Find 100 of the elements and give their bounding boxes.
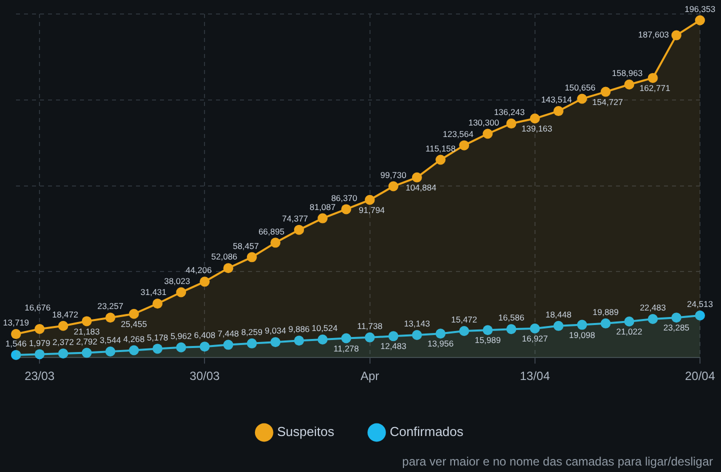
- point: [436, 328, 446, 339]
- data-label: 5,178: [146, 332, 168, 342]
- point: [600, 86, 611, 97]
- point: [506, 118, 516, 129]
- x-tick-label: Apr: [360, 369, 380, 384]
- point: [671, 312, 682, 323]
- point: [294, 224, 304, 235]
- point: [270, 238, 280, 248]
- data-label: 15,472: [451, 314, 478, 325]
- point: [82, 348, 92, 358]
- data-label: 21,022: [616, 326, 642, 337]
- data-label: 150,656: [564, 82, 596, 92]
- data-label: 24,513: [686, 299, 714, 310]
- data-label: 9,034: [264, 326, 286, 336]
- data-label: 99,730: [380, 170, 407, 180]
- point: [388, 331, 398, 342]
- point: [223, 263, 234, 274]
- data-label: 66,895: [258, 226, 285, 236]
- point: [11, 350, 21, 360]
- point: [152, 298, 163, 309]
- data-label: 38,023: [164, 276, 190, 286]
- data-label: 13,143: [404, 318, 430, 329]
- data-label: 104,884: [406, 182, 437, 193]
- data-label: 74,377: [282, 213, 308, 224]
- text: para ver maior e no nome das camadas para ligar/desligar: [402, 454, 714, 468]
- point: [176, 287, 186, 298]
- data-label: 130,300: [468, 117, 500, 128]
- point: [246, 252, 257, 262]
- data-label: 91,794: [358, 204, 386, 215]
- data-label: 12,483: [380, 341, 407, 352]
- data-label: 9,886: [288, 324, 310, 334]
- point: [128, 345, 139, 356]
- point: [152, 344, 163, 354]
- point: [176, 342, 186, 352]
- point: [364, 194, 375, 205]
- point: [577, 94, 588, 104]
- point: [624, 80, 634, 90]
- point: [294, 336, 304, 346]
- data-label: 52,086: [211, 252, 238, 262]
- point: [553, 106, 564, 116]
- data-label: 16,676: [24, 302, 51, 313]
- point: [318, 334, 328, 345]
- point: [11, 329, 21, 340]
- point: [694, 310, 705, 320]
- point: [553, 320, 564, 331]
- data-label: 18,448: [545, 310, 572, 320]
- point: [624, 316, 634, 326]
- data-label: 22,483: [640, 302, 666, 313]
- data-label: 1,979: [28, 338, 50, 348]
- data-label: 19,098: [569, 330, 596, 340]
- data-label: 25,455: [120, 318, 148, 329]
- point: [200, 342, 210, 352]
- point: [459, 326, 470, 336]
- data-label: 2,372: [52, 337, 74, 348]
- data-label: 44,206: [186, 265, 212, 276]
- point: [105, 312, 116, 323]
- point: [341, 333, 352, 344]
- point: [200, 276, 210, 287]
- data-label: 162,771: [639, 83, 670, 94]
- point: [412, 172, 422, 182]
- point: [58, 348, 68, 359]
- data-label: 123,564: [442, 128, 474, 139]
- point: [128, 308, 139, 319]
- data-label: 7,448: [218, 328, 240, 338]
- data-label: 18,472: [52, 309, 78, 320]
- point: [82, 316, 92, 326]
- point: [34, 324, 45, 334]
- data-label: 5,962: [170, 330, 192, 341]
- point: [223, 340, 234, 350]
- point: [530, 324, 540, 334]
- data-label: 136,243: [494, 107, 525, 118]
- data-label: 13,719: [3, 318, 30, 328]
- data-label: 13,956: [428, 338, 454, 349]
- legend-label: Suspeitos: [277, 424, 335, 440]
- point: [246, 338, 257, 348]
- point: [105, 346, 116, 357]
- point: [34, 349, 45, 360]
- data-label: 196,353: [684, 4, 716, 14]
- data-label: 58,457: [232, 240, 260, 251]
- point: [671, 30, 682, 40]
- point: [270, 337, 280, 348]
- data-label: 10,524: [312, 323, 338, 334]
- x-tick-label: 20/04: [684, 369, 716, 384]
- data-label: 19,889: [592, 307, 619, 318]
- point: [694, 15, 705, 26]
- data-label: 158,963: [612, 68, 643, 78]
- point: [577, 320, 588, 330]
- x-tick-label: 23/03: [24, 369, 55, 384]
- x-tick-label: 30/03: [190, 369, 220, 384]
- point: [318, 213, 328, 224]
- data-label: 23,257: [97, 301, 124, 312]
- point: [482, 325, 493, 336]
- point: [341, 204, 352, 214]
- point: [530, 114, 540, 124]
- point: [506, 324, 516, 334]
- x-tick-label: 13/04: [520, 369, 550, 384]
- point: [459, 140, 470, 150]
- data-label: 3,544: [100, 335, 122, 346]
- data-label: 115,158: [425, 143, 456, 154]
- data-label: 4,268: [123, 334, 145, 344]
